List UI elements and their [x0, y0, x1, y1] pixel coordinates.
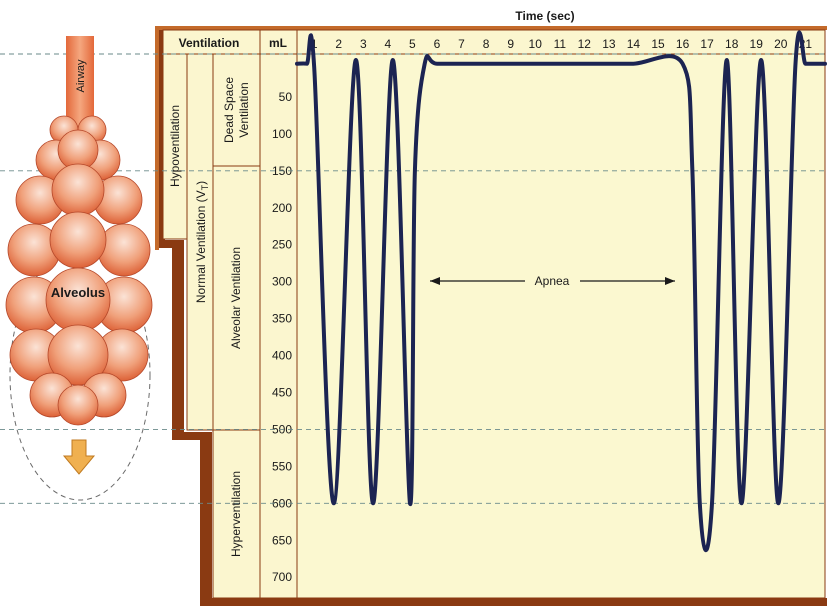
- down-arrow-icon: [62, 439, 96, 475]
- plot-area: [296, 53, 826, 599]
- volume-tick-450: 450: [272, 386, 292, 400]
- time-tick-15: 15: [651, 37, 665, 51]
- volume-tick-300: 300: [272, 275, 292, 289]
- volume-tick-350: 350: [272, 312, 292, 326]
- ventilation-header: Ventilation: [179, 36, 240, 50]
- time-tick-18: 18: [725, 37, 739, 51]
- time-tick-14: 14: [627, 37, 641, 51]
- dead-space-label-line2: Ventilation: [237, 82, 251, 137]
- dead-space-label-line1: Dead Space: [222, 77, 236, 143]
- volume-tick-550: 550: [272, 459, 292, 473]
- volume-tick-700: 700: [272, 570, 292, 584]
- time-tick-20: 20: [774, 37, 788, 51]
- time-tick-6: 6: [434, 37, 441, 51]
- airway-tube: [66, 36, 94, 131]
- alveolus-label: Alveolus: [51, 285, 105, 300]
- hyper-panel: [212, 429, 261, 599]
- frame-top-strip: [157, 26, 827, 30]
- time-tick-3: 3: [360, 37, 367, 51]
- apnea-arrowhead-right: [665, 277, 675, 285]
- frame: [155, 26, 827, 606]
- time-tick-10: 10: [529, 37, 543, 51]
- frame-left-strip: [155, 26, 159, 250]
- alveolus-illustration: Airway Alveolus: [5, 36, 153, 501]
- time-tick-12: 12: [578, 37, 592, 51]
- airway-label: Airway: [75, 59, 87, 93]
- volume-tick-100: 100: [272, 127, 292, 141]
- alveolar-ventilation-label: Alveolar Ventilation: [229, 247, 243, 349]
- volume-tick-250: 250: [272, 238, 292, 252]
- time-tick-16: 16: [676, 37, 690, 51]
- reference-lines: [0, 53, 827, 504]
- time-tick-labels: 1 2 3 4 5 6 7 8 9 10 11 12 13 14 15 16 17 18 19 20 21: [311, 37, 813, 51]
- apnea-annotation: Apnea: [430, 274, 675, 288]
- normal-ventilation-subscript: T: [200, 184, 210, 190]
- time-tick-9: 9: [507, 37, 514, 51]
- volume-tick-400: 400: [272, 349, 292, 363]
- time-tick-13: 13: [602, 37, 616, 51]
- time-tick-8: 8: [483, 37, 490, 51]
- time-tick-7: 7: [458, 37, 465, 51]
- normal-ventilation-label: Normal Ventilation (VT): [194, 181, 210, 303]
- time-tick-17: 17: [700, 37, 714, 51]
- time-axis-title: Time (sec): [515, 9, 574, 23]
- volume-tick-50: 50: [279, 90, 293, 104]
- hypoventilation-label: Hypoventilation: [168, 105, 182, 187]
- alveolar-panel: [212, 165, 261, 431]
- ventilation-trace: [295, 30, 827, 552]
- time-tick-11: 11: [554, 37, 567, 51]
- time-tick-19: 19: [750, 37, 764, 51]
- unit-header: mL: [269, 36, 287, 50]
- volume-tick-200: 200: [272, 201, 292, 215]
- time-tick-4: 4: [385, 37, 392, 51]
- alveolus-sac: [5, 115, 153, 426]
- apnea-label: Apnea: [535, 274, 570, 288]
- hyperventilation-label: Hyperventilation: [229, 471, 243, 557]
- apnea-arrowhead-left: [430, 277, 440, 285]
- time-tick-2: 2: [335, 37, 342, 51]
- time-tick-5: 5: [409, 37, 416, 51]
- volume-tick-650: 650: [272, 533, 292, 547]
